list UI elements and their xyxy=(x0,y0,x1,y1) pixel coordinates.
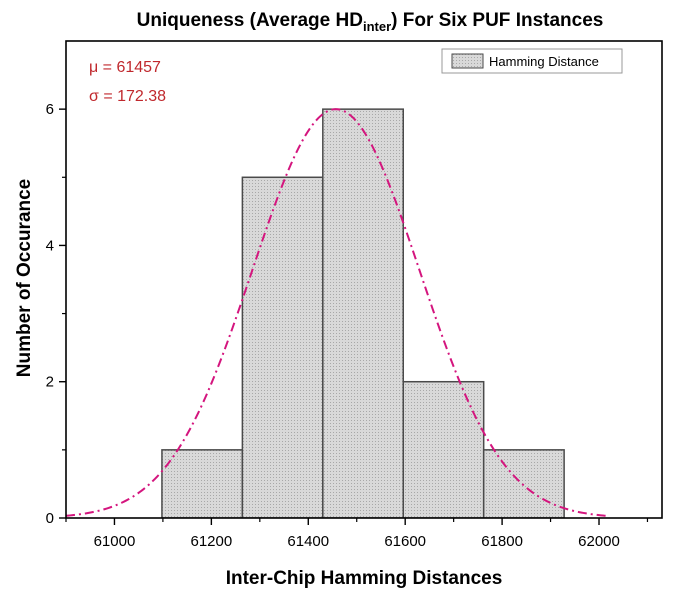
x-axis-ticks: 61000 61200 61400 61600 61800 62000 xyxy=(65,518,649,550)
x-tick-label: 61200 xyxy=(191,533,233,550)
y-tick-label: 4 xyxy=(46,237,54,254)
y-tick-label: 0 xyxy=(46,510,54,527)
y-axis-title: Number of Occurance xyxy=(14,179,35,378)
x-tick-label: 62000 xyxy=(578,533,620,550)
normal-fit-curve-group xyxy=(66,108,609,518)
histogram-bar-3 xyxy=(322,108,404,518)
y-tick-label: 6 xyxy=(46,101,54,118)
legend-label: Hamming Distance xyxy=(489,54,599,69)
y-tick-label: 2 xyxy=(46,374,54,391)
chart-title: Uniqueness (Average HDinter) For Six PUF… xyxy=(137,10,604,34)
x-tick-label: 61400 xyxy=(287,533,329,550)
mean-annotation: μ = 61457 xyxy=(89,59,161,76)
y-axis-ticks: 0 2 4 6 xyxy=(46,101,66,527)
histogram-bars xyxy=(161,108,565,518)
histogram-bar-5 xyxy=(482,449,565,518)
legend-swatch xyxy=(451,53,484,69)
plot-frame xyxy=(65,40,663,519)
histogram-bar-1 xyxy=(161,449,244,518)
legend: Hamming Distance xyxy=(441,48,623,74)
x-axis-title: Inter-Chip Hamming Distances xyxy=(226,568,503,589)
x-tick-label: 61600 xyxy=(384,533,426,550)
x-tick-label: 61000 xyxy=(94,533,136,550)
histogram-bar-2 xyxy=(241,176,324,518)
histogram-bar-4 xyxy=(402,380,485,518)
x-tick-label: 61800 xyxy=(481,533,523,550)
sigma-annotation: σ = 172.38 xyxy=(89,88,166,105)
normal-fit-curve xyxy=(66,108,609,518)
